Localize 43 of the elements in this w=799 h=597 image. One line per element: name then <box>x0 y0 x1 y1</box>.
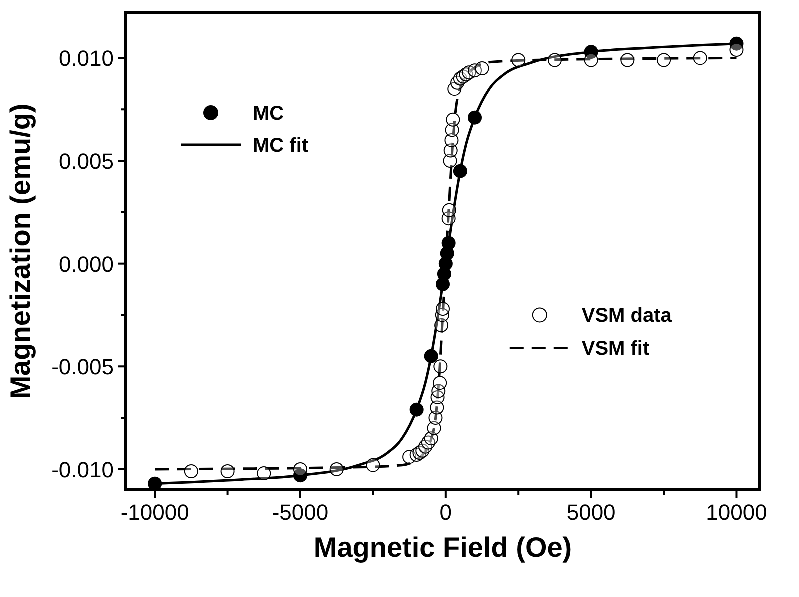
point <box>657 53 672 68</box>
legend-label: MC <box>253 103 284 125</box>
x-tick-label: -10000 <box>120 500 190 525</box>
y-tick-label: -0.005 <box>52 354 114 380</box>
point <box>442 203 456 218</box>
point <box>330 462 344 476</box>
x-tick-label: 5000 <box>566 500 616 525</box>
legend-label: VSM data <box>582 305 673 328</box>
point <box>512 53 526 68</box>
y-axis-title: Magnetization (emu/g) <box>5 104 36 400</box>
point <box>434 360 448 374</box>
point <box>693 51 708 66</box>
point <box>548 53 562 68</box>
y-tick-label: -0.010 <box>52 457 114 482</box>
point <box>442 236 456 250</box>
point <box>293 468 308 483</box>
y-tick-label: 0.000 <box>58 252 114 277</box>
y-tick-label: 0.010 <box>58 46 114 72</box>
point <box>453 164 468 178</box>
x-tick-label: 0 <box>440 500 452 525</box>
point <box>410 402 424 417</box>
x-tick-label: -5000 <box>272 500 329 525</box>
point <box>366 458 380 472</box>
x-tick-label: 10000 <box>706 500 768 525</box>
point <box>475 62 490 76</box>
point <box>620 53 635 68</box>
point <box>730 36 744 51</box>
y-tick-label: 0.005 <box>58 149 114 174</box>
point <box>184 464 198 478</box>
point <box>436 302 450 316</box>
point <box>584 53 598 68</box>
point <box>584 45 598 60</box>
legend-label: MC fit <box>253 135 309 157</box>
point <box>424 349 438 364</box>
point <box>220 464 235 478</box>
point <box>293 462 308 476</box>
point <box>433 376 448 390</box>
x-axis-title: Magnetic Field (Oe) <box>314 532 572 563</box>
point <box>446 112 460 127</box>
point <box>468 110 482 125</box>
point <box>257 466 272 481</box>
point <box>730 43 744 58</box>
legend-label: VSM fit <box>582 338 650 360</box>
